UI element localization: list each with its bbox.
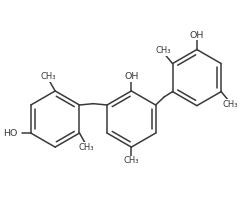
Text: OH: OH xyxy=(190,31,204,40)
Text: CH₃: CH₃ xyxy=(124,156,139,165)
Text: CH₃: CH₃ xyxy=(155,46,171,55)
Text: HO: HO xyxy=(3,129,18,138)
Text: OH: OH xyxy=(124,72,139,81)
Text: CH₃: CH₃ xyxy=(78,143,94,152)
Text: CH₃: CH₃ xyxy=(41,72,56,81)
Text: CH₃: CH₃ xyxy=(223,100,238,109)
